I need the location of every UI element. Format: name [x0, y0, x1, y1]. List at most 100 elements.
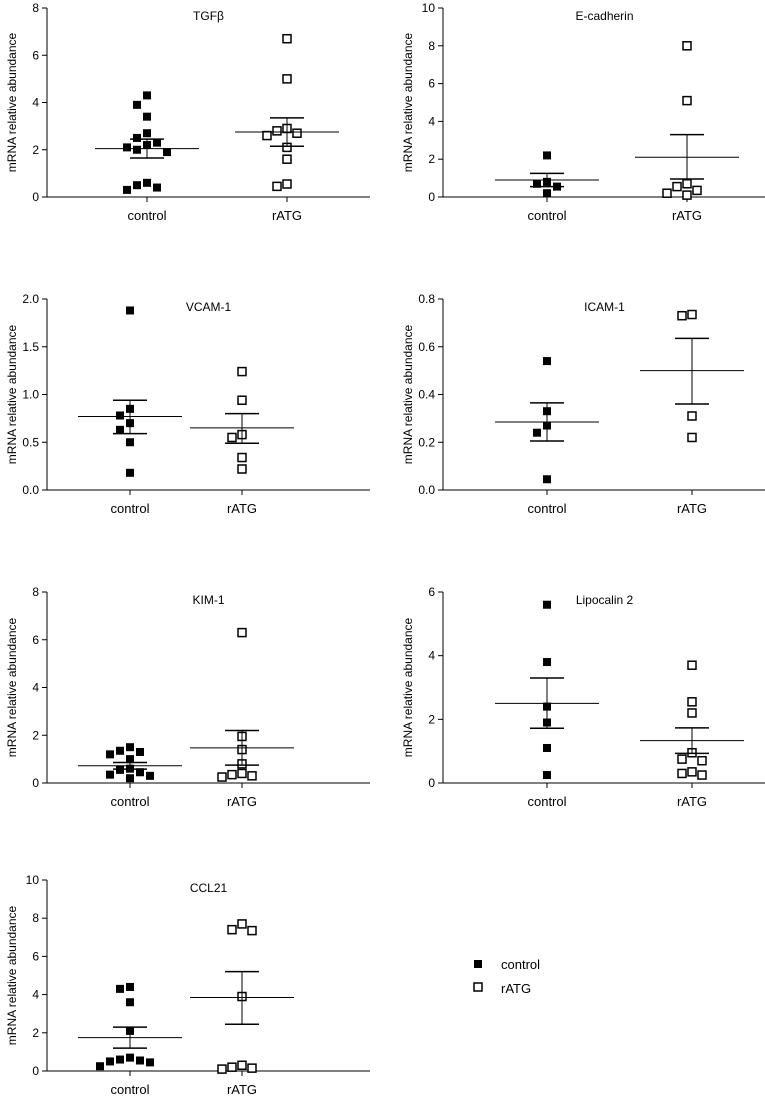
point-control [116, 746, 124, 755]
point-ratg [237, 464, 247, 474]
y-tick-label: 0 [32, 190, 39, 204]
y-tick-label: 6 [428, 77, 435, 91]
y-tick-label: 2 [32, 1026, 39, 1040]
legend-label-control: control [501, 957, 540, 972]
y-axis-label: mRNA relative abundance [5, 32, 19, 172]
y-tick-label: 6 [32, 949, 39, 963]
y-tick-label: 4 [32, 681, 39, 695]
point-ratg [682, 190, 692, 200]
point-ratg [217, 1064, 227, 1074]
y-axis-label: mRNA relative abundance [401, 617, 415, 757]
point-ratg [247, 1063, 257, 1073]
point-ratg [687, 309, 697, 320]
y-tick-label: 0 [32, 1064, 39, 1078]
point-control [106, 750, 114, 759]
panel-ccl21: 0 2 4 6 8 10 control rATG CCL21 mRNA relative abu… [5, 873, 370, 1097]
x-tick-label-ratg: rATG [677, 501, 707, 516]
x-tick-label-control: control [110, 1082, 149, 1097]
point-control [116, 984, 124, 993]
point-control [543, 658, 551, 667]
y-tick-label: 4 [32, 988, 39, 1002]
x-tick-label-ratg: rATG [227, 501, 257, 516]
y-tick-label: 8 [32, 911, 39, 925]
point-ratg [672, 181, 682, 192]
y-tick-label: 0 [428, 776, 435, 790]
point-ratg [677, 310, 687, 321]
chart-title: KIM-1 [192, 593, 224, 607]
x-tick-label-control: control [527, 794, 566, 809]
y-tick-label: 4 [428, 114, 435, 128]
point-control [126, 438, 134, 447]
point-control [543, 151, 551, 160]
point-ratg [687, 432, 697, 443]
panel-e-cadherin: 0 2 4 6 8 10 control rATG E-cadherin mRNA relativ… [401, 1, 765, 223]
chart-title: TGFβ [193, 9, 224, 23]
point-control [133, 145, 141, 154]
point-control [136, 1056, 144, 1065]
y-tick-label: 0 [32, 776, 39, 790]
legend-marker-control [474, 960, 482, 968]
point-ratg [237, 627, 247, 638]
y-tick-label: 4 [32, 96, 39, 110]
point-ratg [237, 1060, 247, 1071]
chart-title: VCAM-1 [186, 300, 232, 314]
point-ratg [687, 708, 697, 718]
point-ratg [217, 772, 227, 782]
point-control [126, 1053, 134, 1062]
point-ratg [682, 95, 692, 106]
point-control [133, 181, 141, 190]
point-ratg [662, 188, 672, 198]
point-ratg [262, 130, 272, 141]
point-control [106, 1057, 114, 1066]
point-control [143, 112, 151, 121]
point-ratg [237, 919, 247, 929]
point-control [543, 743, 551, 752]
point-control [543, 189, 551, 198]
y-tick-label: 1.0 [22, 388, 39, 402]
y-tick-label: 2 [32, 728, 39, 742]
y-axis-label: mRNA relative abundance [5, 905, 19, 1045]
point-control [123, 185, 131, 194]
point-control [153, 183, 161, 192]
point-ratg [292, 128, 302, 138]
y-tick-label: 1.5 [22, 340, 39, 354]
point-control [126, 998, 134, 1007]
point-control [126, 743, 134, 752]
y-tick-label: 0 [428, 190, 435, 204]
x-tick-label-ratg: rATG [677, 794, 707, 809]
y-tick-label: 2 [32, 143, 39, 157]
panel-lipocalin-2: 0 2 4 6 control rATG Lipocalin 2 mRNA relative … [401, 585, 765, 809]
y-tick-label: 0.4 [418, 388, 435, 402]
panel-kim-1: 0 2 4 6 8 control rATG KIM-1 mRNA relative abund… [5, 585, 370, 809]
point-ratg [247, 925, 257, 936]
point-control [143, 178, 151, 187]
x-tick-label-ratg: rATG [227, 1082, 257, 1097]
point-control [543, 600, 551, 609]
point-control [146, 1058, 154, 1067]
legend-label-ratg: rATG [501, 981, 531, 996]
point-control [126, 982, 134, 991]
point-control [123, 143, 131, 152]
point-ratg [697, 755, 707, 766]
legend-marker-ratg [473, 982, 483, 992]
x-tick-label-control: control [127, 208, 166, 223]
y-tick-label: 6 [32, 633, 39, 647]
y-tick-label: 4 [428, 649, 435, 663]
point-ratg [692, 185, 702, 196]
chart-title: E-cadherin [575, 9, 633, 23]
point-control [133, 133, 141, 142]
panel-tgfb: 0 2 4 6 8 control rATG TGFβ mRNA relative abunda… [5, 1, 370, 223]
point-ratg [687, 767, 697, 777]
point-ratg [677, 754, 687, 764]
y-tick-label: 0.5 [22, 435, 39, 449]
point-control [543, 771, 551, 780]
point-control [136, 768, 144, 777]
y-tick-label: 0.6 [418, 340, 435, 354]
y-axis-label: mRNA relative abundance [5, 324, 19, 464]
point-control [126, 774, 134, 783]
chart-title: CCL21 [190, 881, 228, 895]
y-tick-label: 8 [32, 1, 39, 15]
point-ratg [677, 768, 687, 779]
point-control [106, 770, 114, 779]
y-tick-label: 0.2 [418, 435, 435, 449]
